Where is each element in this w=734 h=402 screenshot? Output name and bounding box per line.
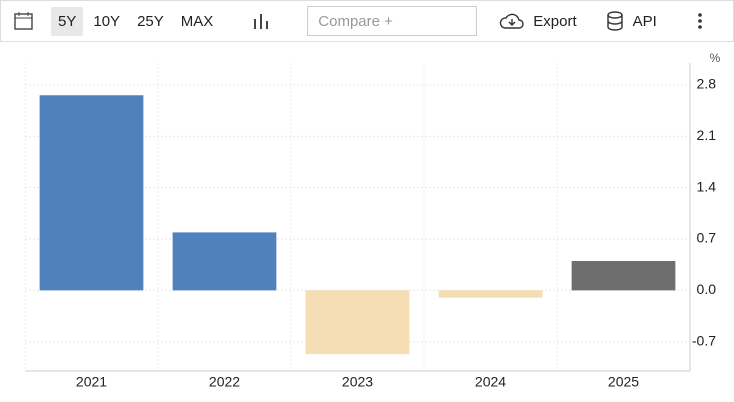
- chart-type-icon[interactable]: [251, 11, 271, 31]
- x-tick-label: 2023: [342, 374, 373, 390]
- bar: [39, 95, 144, 291]
- bar: [172, 232, 277, 291]
- x-tick-label: 2022: [209, 374, 240, 390]
- api-button[interactable]: API: [605, 10, 657, 32]
- y-unit: %: [710, 51, 721, 65]
- bar: [305, 290, 410, 355]
- range-button[interactable]: 25Y: [137, 12, 164, 30]
- y-tick-label: 2.8: [697, 76, 717, 92]
- calendar-icon[interactable]: [13, 10, 35, 32]
- cloud-icon: [500, 13, 524, 29]
- y-tick-label: 1.4: [697, 178, 717, 194]
- y-tick-label: 0.7: [697, 230, 717, 246]
- export-button[interactable]: Export: [499, 11, 577, 31]
- bar: [438, 290, 543, 298]
- compare-input[interactable]: Compare +: [307, 6, 478, 36]
- x-tick-label: 2025: [608, 374, 639, 390]
- x-tick-label: 2021: [76, 374, 107, 390]
- y-tick-label: -0.7: [692, 332, 716, 348]
- range-button[interactable]: 5Y: [51, 6, 84, 36]
- range-button[interactable]: 10Y: [93, 12, 121, 30]
- database-icon: [606, 11, 623, 31]
- y-tick-label: 0.0: [697, 281, 717, 297]
- export-label: Export: [533, 12, 577, 30]
- api-label: API: [632, 12, 657, 30]
- x-tick-label: 2024: [475, 374, 506, 390]
- toolbar: 5Y 10Y 25Y MAX Compare + Export API: [0, 0, 734, 42]
- y-tick-label: 2.1: [697, 127, 717, 143]
- more-icon[interactable]: [695, 11, 705, 31]
- range-button[interactable]: MAX: [180, 12, 214, 30]
- bar: [571, 261, 676, 291]
